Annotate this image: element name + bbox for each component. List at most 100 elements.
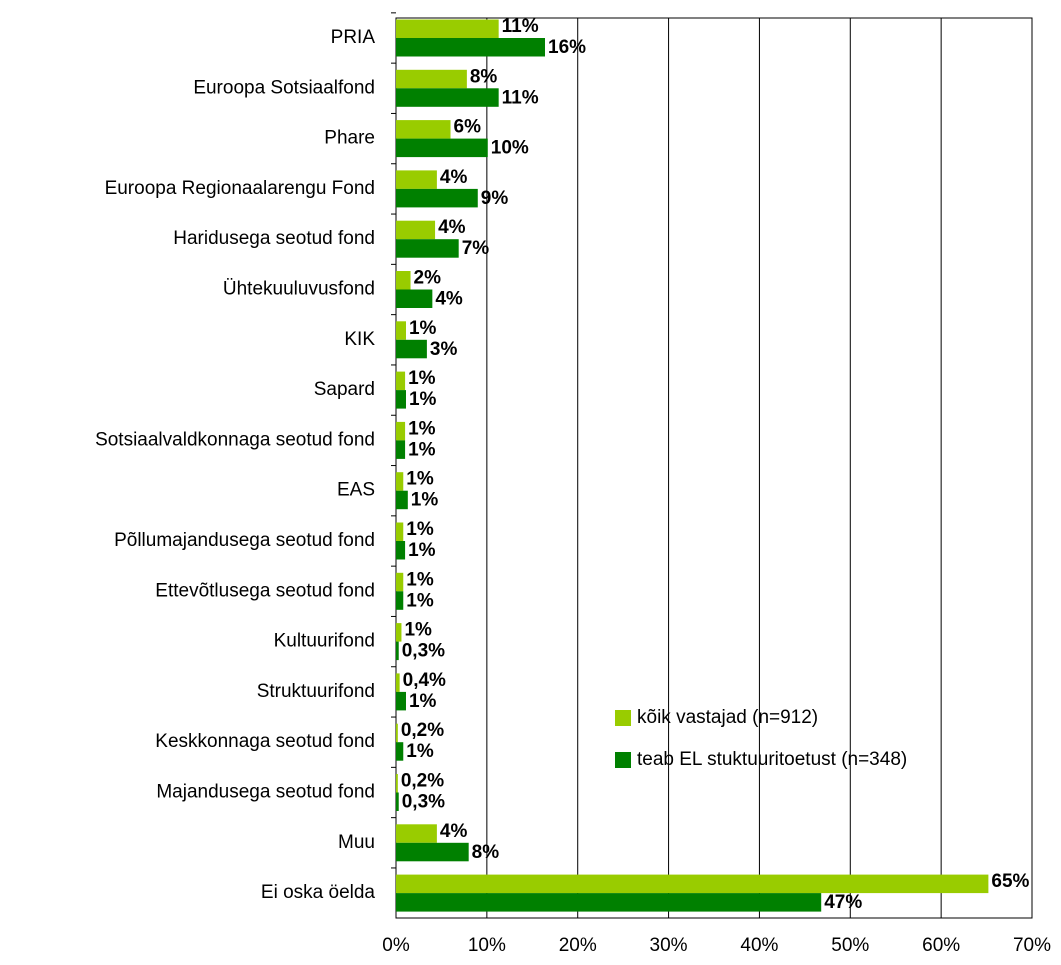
x-tick-label: 70%	[1013, 935, 1051, 956]
legend-swatch	[615, 752, 631, 768]
y-tick-label: KIK	[344, 329, 375, 350]
bar	[396, 321, 406, 340]
y-tick-label: Põllumajandusega seotud fond	[114, 530, 375, 551]
bar	[396, 421, 406, 441]
bar	[396, 641, 399, 661]
x-tick-label: 30%	[650, 935, 688, 956]
bar	[396, 69, 467, 89]
value-label: 1%	[406, 590, 434, 611]
legend-label: kõik vastajad (n=912)	[637, 707, 818, 728]
bar	[396, 824, 437, 843]
value-label: 1%	[408, 418, 436, 439]
bar	[396, 170, 437, 189]
value-label: 10%	[491, 138, 529, 159]
bar	[396, 138, 488, 158]
value-label: 1%	[404, 620, 432, 641]
bar	[396, 239, 459, 258]
x-tick-label: 0%	[382, 935, 410, 956]
x-tick-label: 60%	[922, 935, 960, 956]
bar	[396, 623, 402, 642]
bar	[396, 38, 546, 57]
x-tick-label: 50%	[831, 935, 869, 956]
bar	[396, 874, 989, 894]
value-label: 1%	[408, 540, 436, 561]
value-label: 2%	[414, 268, 442, 289]
value-label: 9%	[481, 188, 509, 209]
value-label: 0,3%	[402, 641, 445, 662]
y-tick-label: Haridusega seotud fond	[173, 228, 375, 249]
value-label: 1%	[406, 569, 434, 590]
bar	[396, 390, 406, 409]
y-tick-label: Euroopa Regionaalarengu Fond	[105, 178, 375, 199]
value-label: 65%	[991, 871, 1029, 892]
value-label: 4%	[435, 289, 463, 310]
x-tick-label: 10%	[468, 935, 506, 956]
bar	[396, 472, 404, 491]
bar	[396, 88, 499, 107]
value-label: 1%	[409, 691, 437, 712]
bar	[396, 774, 398, 793]
value-label: 11%	[502, 87, 539, 108]
value-label: 47%	[824, 892, 862, 913]
y-tick-label: Ühtekuuluvusfond	[223, 279, 375, 300]
value-label: 6%	[454, 117, 482, 138]
x-tick-label: 40%	[740, 935, 778, 956]
bar	[396, 572, 404, 592]
value-label: 1%	[408, 368, 436, 389]
y-tick-label: Struktuurifond	[257, 681, 375, 702]
y-tick-label: Ei oska öelda	[261, 882, 376, 903]
value-label: 1%	[406, 741, 434, 762]
legend-swatch	[615, 710, 631, 726]
y-tick-label: Kultuurifond	[274, 631, 375, 652]
value-label: 0,4%	[403, 670, 446, 691]
bar	[396, 339, 427, 359]
y-tick-label: Sotsiaalvaldkonnaga seotud fond	[95, 429, 375, 450]
value-label: 3%	[430, 339, 458, 360]
y-tick-label: PRIA	[331, 27, 376, 48]
value-label: 0,3%	[402, 792, 445, 813]
value-label: 1%	[409, 389, 437, 410]
bar	[396, 19, 499, 38]
bar	[396, 440, 406, 459]
bar	[396, 691, 406, 711]
value-label: 11%	[502, 16, 539, 37]
bar	[396, 673, 400, 692]
value-label: 0,2%	[401, 720, 444, 741]
value-label: 7%	[462, 238, 490, 259]
bar	[396, 842, 469, 862]
bar	[396, 220, 436, 240]
bar	[396, 893, 822, 912]
y-tick-label: Keskkonnaga seotud fond	[155, 731, 375, 752]
y-tick-label: Majandusega seotud fond	[156, 782, 375, 803]
value-label: 1%	[406, 469, 434, 490]
bar	[396, 792, 399, 811]
y-tick-label: Ettevõtlusega seotud fond	[155, 580, 375, 601]
y-tick-label: Phare	[324, 128, 375, 149]
bar	[396, 188, 478, 208]
bar	[396, 591, 404, 610]
x-tick-label: 20%	[559, 935, 597, 956]
bar	[396, 271, 411, 290]
value-label: 4%	[440, 167, 468, 188]
bar	[396, 742, 404, 761]
bar	[396, 371, 406, 391]
value-label: 4%	[438, 217, 466, 238]
y-tick-label: Muu	[338, 832, 375, 853]
y-tick-label: EAS	[337, 480, 375, 501]
value-label: 16%	[548, 37, 586, 58]
value-label: 0,2%	[401, 771, 444, 792]
value-label: 1%	[409, 318, 437, 339]
bar	[396, 289, 433, 308]
bar	[396, 120, 451, 139]
bar	[396, 490, 408, 510]
value-label: 1%	[411, 490, 439, 511]
bar	[396, 723, 398, 743]
bar	[396, 541, 406, 560]
bar	[396, 522, 404, 541]
y-tick-label: Euroopa Sotsiaalfond	[193, 77, 375, 98]
value-label: 8%	[470, 66, 498, 87]
legend-label: teab EL stuktuuritoetust (n=348)	[637, 749, 907, 770]
y-tick-label: Sapard	[314, 379, 375, 400]
value-label: 1%	[408, 439, 436, 460]
